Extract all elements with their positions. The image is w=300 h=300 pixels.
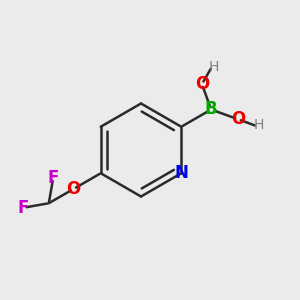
Text: O: O — [231, 110, 245, 128]
Text: N: N — [174, 164, 188, 182]
Text: O: O — [195, 75, 209, 93]
Text: B: B — [205, 100, 217, 118]
Text: F: F — [47, 169, 59, 187]
Text: O: O — [66, 180, 81, 198]
Text: F: F — [18, 199, 29, 217]
Text: H: H — [209, 60, 219, 74]
Text: H: H — [253, 118, 264, 132]
